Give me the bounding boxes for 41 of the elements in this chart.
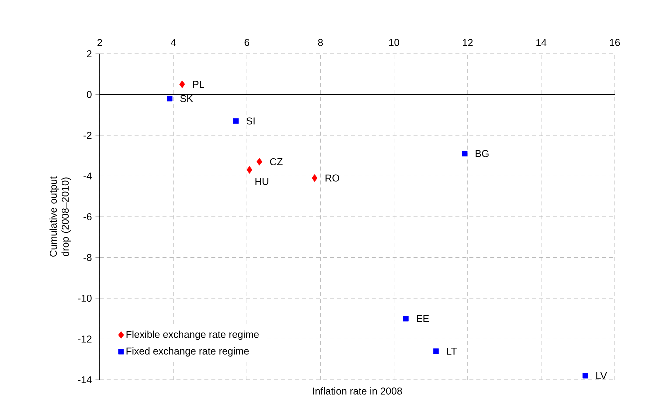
annotation: SK bbox=[180, 95, 194, 102]
annotation: EE bbox=[417, 315, 430, 322]
y-tick-label: -10 bbox=[78, 294, 92, 302]
x-tick-label: 10 bbox=[390, 39, 400, 46]
y-tick-label: -6 bbox=[84, 213, 92, 221]
legend-label: Fixed exchange rate regime bbox=[126, 348, 250, 357]
annotation: LT bbox=[447, 348, 458, 355]
point bbox=[180, 80, 186, 88]
annotation: CZ bbox=[270, 158, 283, 166]
x-axis-title: Inflation rate in 2008 bbox=[313, 388, 402, 395]
annotation: PL bbox=[193, 81, 204, 88]
y-axis-title: Cumulative output drop (2008–2010) bbox=[50, 176, 71, 257]
annotation: HU bbox=[256, 178, 269, 186]
x-tick-label: 6 bbox=[244, 39, 250, 46]
annotation: SI bbox=[246, 118, 255, 125]
x-tick-label: 8 bbox=[318, 39, 324, 46]
point bbox=[582, 373, 588, 379]
legend-label: Flexible exchange rate regime bbox=[126, 330, 259, 340]
annotation: LV bbox=[596, 372, 608, 380]
annotation: RO bbox=[326, 174, 340, 182]
point bbox=[256, 158, 263, 166]
y-tick-label: 2 bbox=[87, 50, 92, 58]
point bbox=[403, 316, 409, 322]
point bbox=[246, 166, 253, 174]
x-tick-label: 16 bbox=[610, 39, 620, 46]
point bbox=[233, 118, 239, 124]
x-tick-label: 12 bbox=[463, 39, 473, 46]
x-tick-label: 14 bbox=[536, 39, 547, 46]
y-tick-label: -14 bbox=[78, 376, 92, 384]
point bbox=[167, 96, 173, 102]
point bbox=[462, 151, 468, 157]
y-tick-label: -4 bbox=[84, 172, 92, 180]
x-tick-label: 2 bbox=[98, 39, 102, 46]
annotation: BG bbox=[476, 150, 489, 158]
x-tick-label: 4 bbox=[171, 39, 176, 46]
y-tick-label: 0 bbox=[87, 91, 92, 98]
y-tick-label: -2 bbox=[84, 132, 92, 139]
point bbox=[312, 174, 318, 182]
point bbox=[433, 348, 440, 354]
y-tick-label: -8 bbox=[84, 254, 92, 262]
y-tick-label: -12 bbox=[78, 336, 92, 343]
